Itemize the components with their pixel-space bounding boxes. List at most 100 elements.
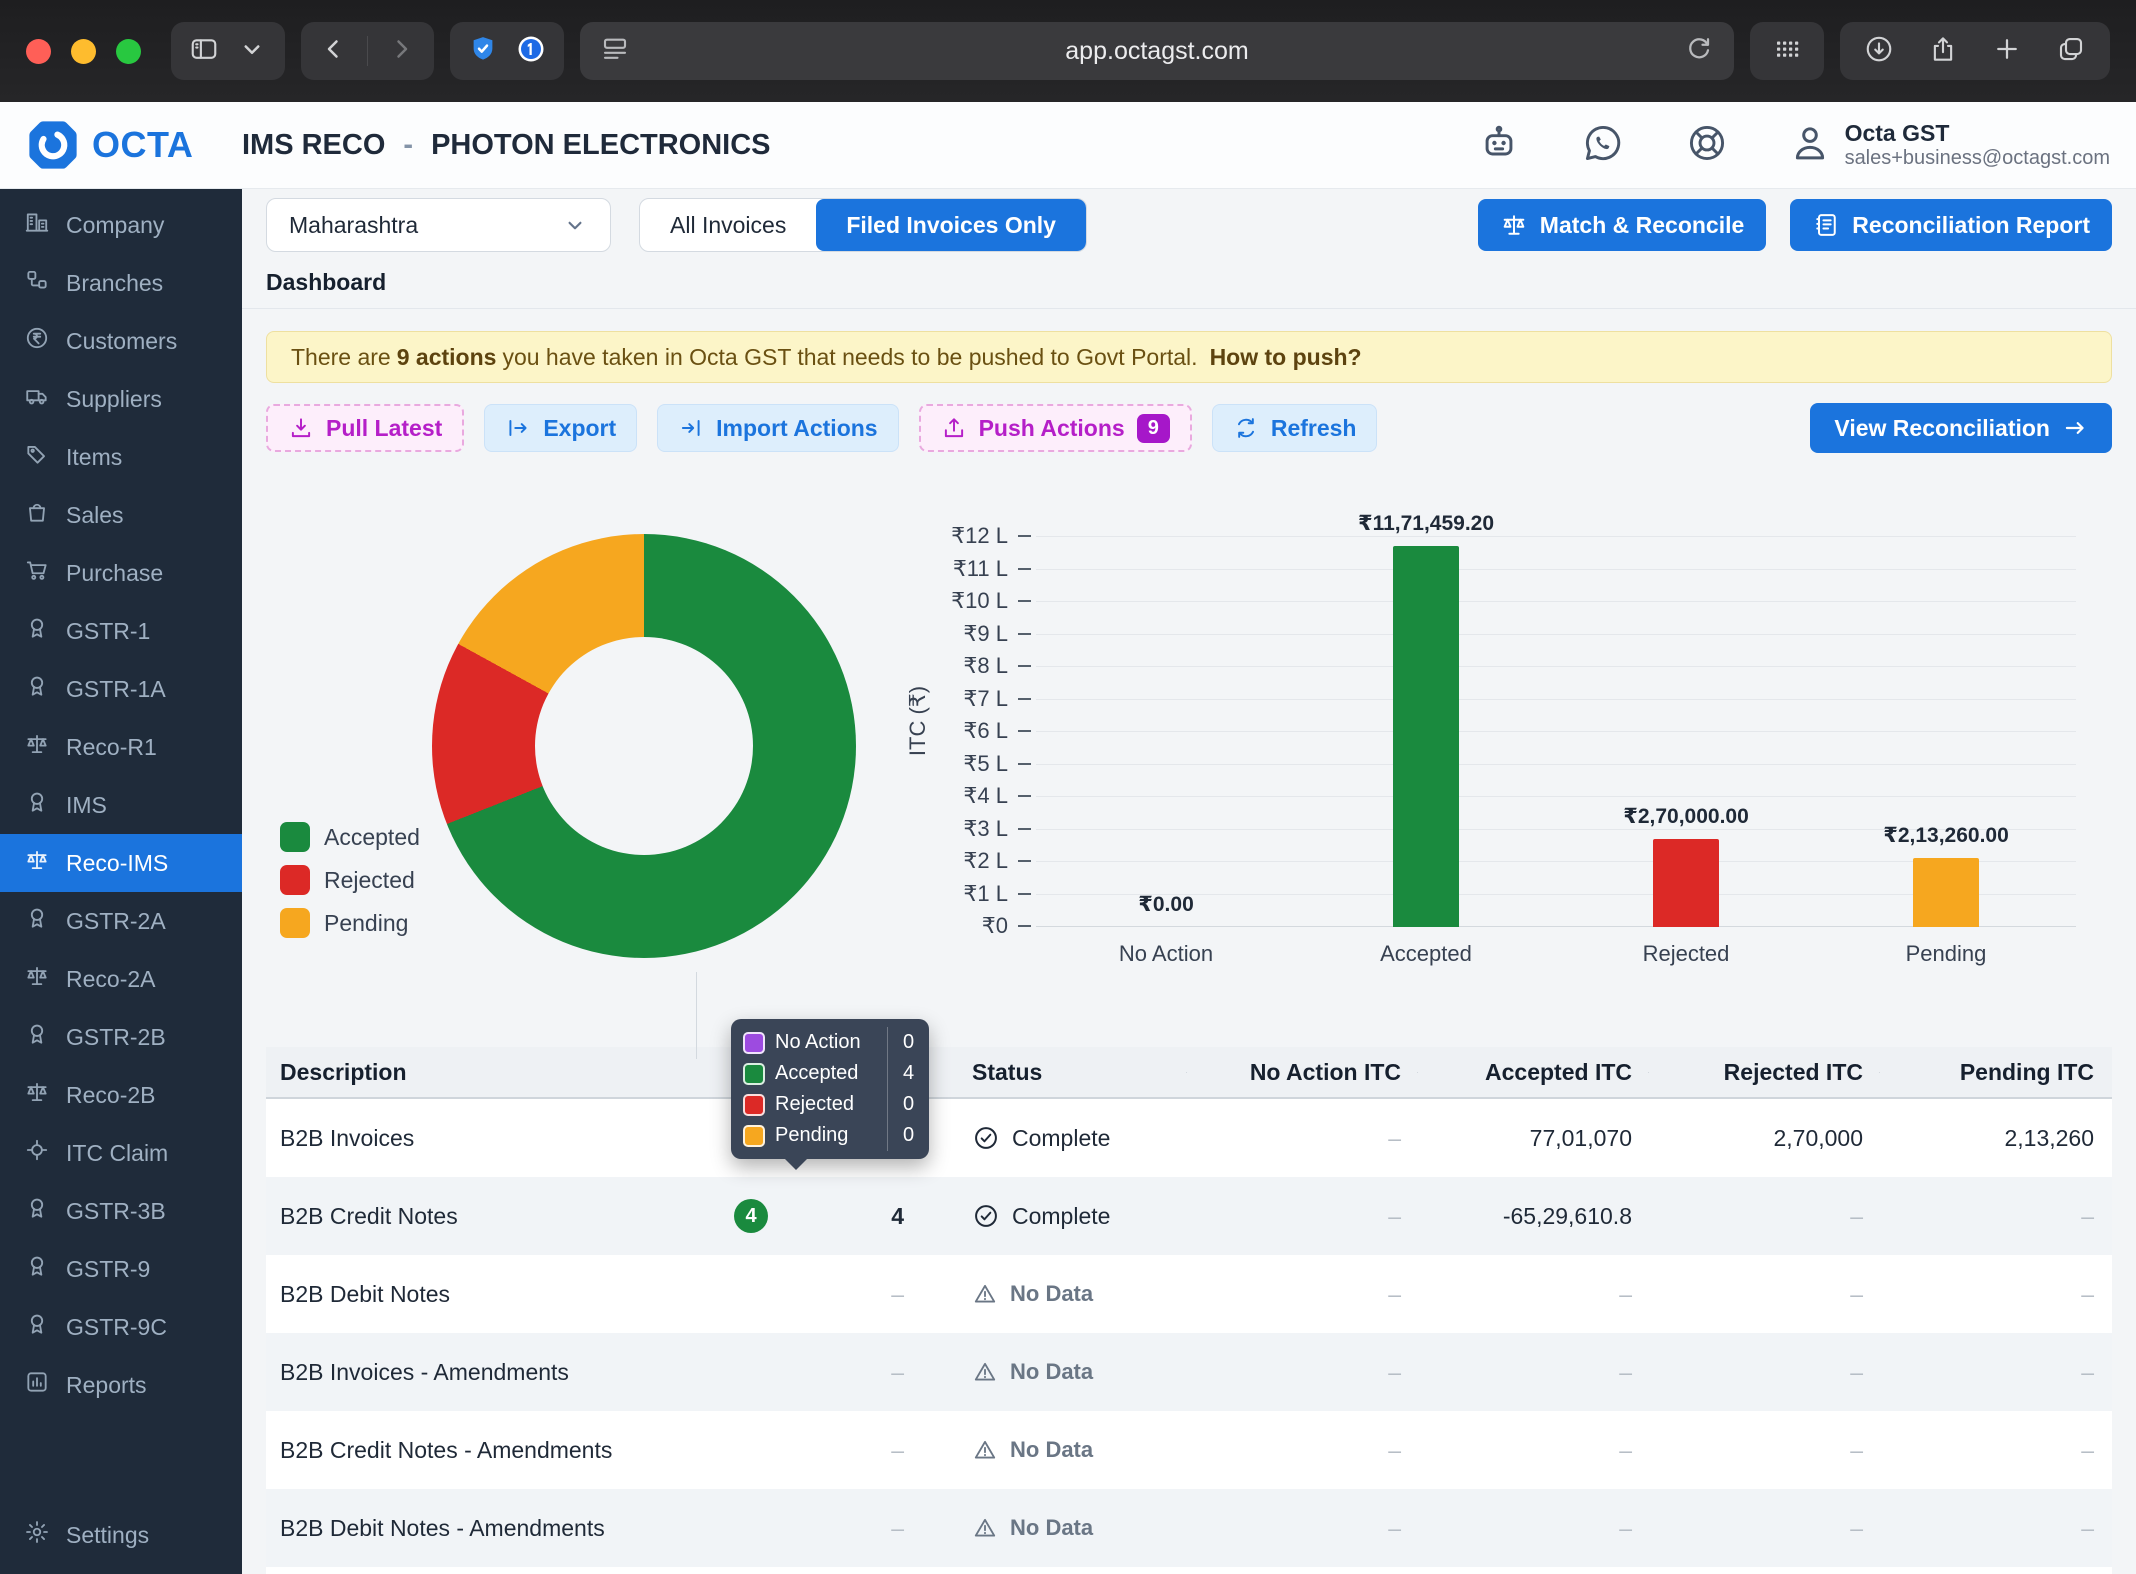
gridline	[1036, 828, 2076, 830]
sidebar-item-reco-2a[interactable]: Reco-2A	[0, 950, 242, 1008]
back-icon[interactable]	[319, 34, 349, 69]
sidebar-item-items[interactable]: Items	[0, 428, 242, 486]
rupee-circle-icon	[24, 325, 50, 357]
sidebar-item-settings[interactable]: Settings	[0, 1506, 242, 1564]
shield-extension-icon[interactable]	[468, 34, 498, 69]
sidebar-item-gstr-9[interactable]: GSTR-9	[0, 1240, 242, 1298]
sidebar-item-gstr-9c[interactable]: GSTR-9C	[0, 1298, 242, 1356]
tab-overview-icon[interactable]	[2056, 34, 2086, 69]
import-actions-button[interactable]: Import Actions	[657, 404, 899, 452]
account-email: sales+business@octagst.com	[1844, 147, 2110, 169]
share-icon[interactable]	[1928, 34, 1958, 69]
account-name: Octa GST	[1844, 120, 1950, 146]
sidebar-item-reports[interactable]: Reports	[0, 1356, 242, 1414]
sidebar-item-ims[interactable]: IMS	[0, 776, 242, 834]
row-accepted-itc: -65,29,610.8	[1502, 1202, 1632, 1229]
how-to-push-link[interactable]: How to push?	[1209, 343, 1362, 370]
sidebar-item-customers[interactable]: Customers	[0, 312, 242, 370]
download-icon	[291, 418, 311, 438]
row-description: B2B Credit Notes - Amendments	[280, 1436, 613, 1463]
sidebar-item-reco-2b[interactable]: Reco-2B	[0, 1066, 242, 1124]
tooltip-row-rejected: Rejected 0	[731, 1089, 929, 1120]
extensions-grid-pill	[1750, 22, 1824, 80]
accepted-count-badge[interactable]: 4	[734, 1199, 768, 1233]
row-accepted-itc: –	[1619, 1514, 1632, 1541]
bar-accepted[interactable]	[1393, 546, 1459, 927]
minimize-window-button[interactable]	[71, 38, 96, 64]
bar-pending[interactable]	[1913, 857, 1979, 927]
module-title: IMS RECO	[242, 128, 386, 161]
forward-icon[interactable]	[386, 34, 416, 69]
zoom-window-button[interactable]	[116, 38, 141, 64]
bar-value-label: ₹2,70,000.00	[1623, 805, 1749, 829]
sidebar-chevron-down-icon[interactable]	[237, 34, 267, 69]
push-upload-icon	[944, 418, 963, 438]
row-description: B2B Credit Notes	[280, 1202, 458, 1229]
assistant-robot-icon[interactable]	[1477, 121, 1521, 170]
sidebar-item-gstr-1[interactable]: GSTR-1	[0, 602, 242, 660]
company-title: PHOTON ELECTRONICS	[431, 128, 771, 161]
site-settings-icon[interactable]	[600, 34, 630, 69]
octa-logo[interactable]: OCTA	[26, 118, 242, 172]
sidebar-item-reco-ims[interactable]: Reco-IMS	[0, 834, 242, 892]
refresh-button[interactable]: Refresh	[1211, 404, 1378, 452]
reload-icon[interactable]	[1684, 34, 1714, 69]
sidebar-item-gstr-1a[interactable]: GSTR-1A	[0, 660, 242, 718]
close-window-button[interactable]	[26, 38, 51, 64]
table-row-b2b-credit-notes: B2B Credit Notes 4 4 Complete – -65,29,610.8 –…	[266, 1177, 2112, 1255]
help-lifebuoy-icon[interactable]	[1685, 121, 1729, 170]
view-reconciliation-button[interactable]: View Reconciliation	[1810, 403, 2112, 453]
table-row: –No Data––––	[266, 1567, 2112, 1574]
itc-donut-chart[interactable]	[432, 534, 856, 958]
donut-legend: Accepted Rejected Pending	[280, 822, 420, 938]
push-actions-button[interactable]: Push Actions 9	[918, 404, 1192, 452]
sidebar-item-purchase[interactable]: Purchase	[0, 544, 242, 602]
onepassword-extension-icon[interactable]	[516, 34, 546, 69]
sidebar-item-suppliers[interactable]: Suppliers	[0, 370, 242, 428]
y-tick-mark	[1018, 892, 1031, 895]
row-pending-itc: 2,13,260	[2004, 1124, 2094, 1151]
segment-filed-invoices-only[interactable]: Filed Invoices Only	[816, 199, 1086, 251]
status-no-data: No Data	[972, 1515, 1186, 1541]
sidebar-item-gstr-2a[interactable]: GSTR-2A	[0, 892, 242, 950]
address-bar[interactable]: app.octagst.com	[580, 22, 1734, 80]
gridline	[1036, 568, 2076, 570]
toolbar-divider	[242, 308, 2136, 309]
col-accepted-itc: Accepted ITC	[1417, 1059, 1648, 1086]
banner-text-middle: you have taken in Octa GST that needs to…	[502, 343, 1198, 370]
sidebar-item-gstr-2b[interactable]: GSTR-2B	[0, 1008, 242, 1066]
tag-icon	[24, 441, 50, 473]
reconciliation-report-button[interactable]: Reconciliation Report	[1790, 199, 2112, 251]
bar-rejected[interactable]	[1653, 839, 1719, 927]
tooltip-swatch	[743, 1124, 765, 1147]
ribbon-icon	[24, 1253, 50, 1285]
row-pending-itc: –	[2081, 1514, 2094, 1541]
export-button[interactable]: Export	[484, 404, 638, 452]
whatsapp-icon[interactable]	[1581, 121, 1625, 170]
sidebar-item-gstr-3b[interactable]: GSTR-3B	[0, 1182, 242, 1240]
import-icon	[682, 419, 700, 437]
segment-all-invoices[interactable]: All Invoices	[670, 211, 787, 238]
pull-latest-button[interactable]: Pull Latest	[266, 404, 465, 452]
sidebar-item-itc-claim[interactable]: ITC Claim	[0, 1124, 242, 1182]
new-tab-icon[interactable]	[1992, 34, 2022, 69]
itc-summary-table: Description Status No Action ITC Accepte…	[266, 972, 2112, 1574]
sidebar-item-reco-r1[interactable]: Reco-R1	[0, 718, 242, 776]
downloads-icon[interactable]	[1864, 34, 1894, 69]
state-select[interactable]: Maharashtra	[266, 198, 611, 252]
sidebar-item-branches[interactable]: Branches	[0, 254, 242, 312]
sidebar-item-sales[interactable]: Sales	[0, 486, 242, 544]
status-no-data: No Data	[972, 1359, 1186, 1385]
extensions-grid-icon[interactable]	[1772, 34, 1802, 69]
match-reconcile-button[interactable]: Match & Reconcile	[1477, 199, 1767, 251]
arrow-right-icon	[2065, 422, 2084, 434]
row-action-count: –	[891, 1436, 904, 1463]
account-menu[interactable]: Octa GST sales+business@octagst.com	[1789, 120, 2110, 170]
y-tick-label: ₹9 L	[963, 620, 1008, 646]
url-text[interactable]: app.octagst.com	[1065, 36, 1249, 65]
import-actions-label: Import Actions	[716, 414, 878, 441]
row-accepted-itc: –	[1619, 1436, 1632, 1463]
sidebar-item-company[interactable]: Company	[0, 196, 242, 254]
browser-sidebar-icon[interactable]	[189, 34, 219, 69]
bar-value-label: ₹0.00	[1138, 893, 1194, 916]
